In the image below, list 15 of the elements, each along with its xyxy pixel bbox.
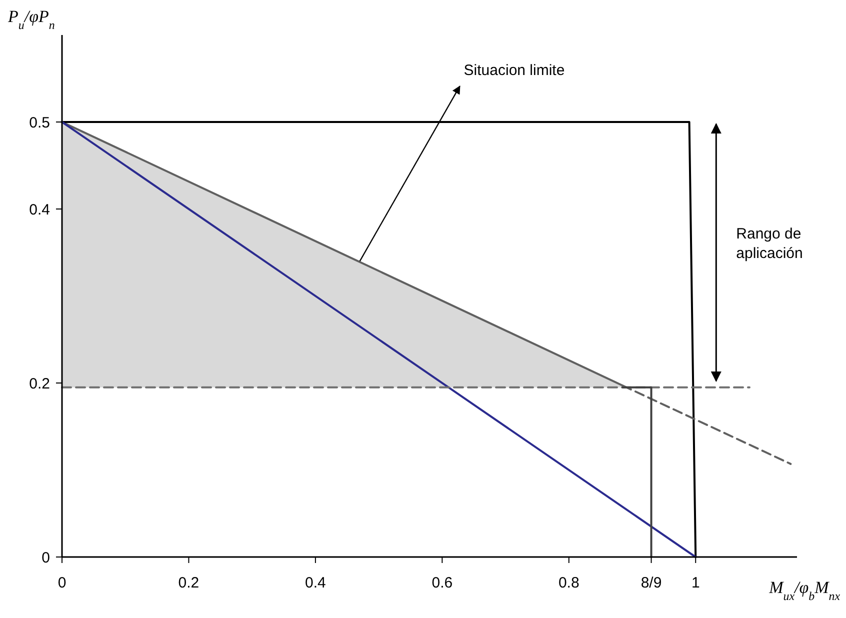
x-tick-label: 8/9 xyxy=(640,574,662,592)
y-tick-label: 0 xyxy=(42,549,50,566)
y-axis-title: P$_{u}$/φP$_{n}$ xyxy=(7,7,55,32)
annotation: Situacion limite xyxy=(464,62,565,80)
y-tick-label: 0.4 xyxy=(29,201,50,218)
x-axis-title: M$_{ux}$/φ$_{b}$M$_{nx}$ xyxy=(768,578,841,603)
x-tick-label: 0.8 xyxy=(558,574,580,592)
y-tick-label: 0.2 xyxy=(29,375,50,392)
x-tick-label: 0.2 xyxy=(178,574,200,592)
x-tick-label: 0.6 xyxy=(432,574,453,592)
x-tick-label: 1 xyxy=(691,574,700,592)
annotation: Rango de aplicación xyxy=(736,226,803,262)
y-tick-label: 0.5 xyxy=(29,114,50,132)
x-tick-label: 0 xyxy=(58,574,66,592)
x-tick-label: 0.4 xyxy=(305,574,326,592)
